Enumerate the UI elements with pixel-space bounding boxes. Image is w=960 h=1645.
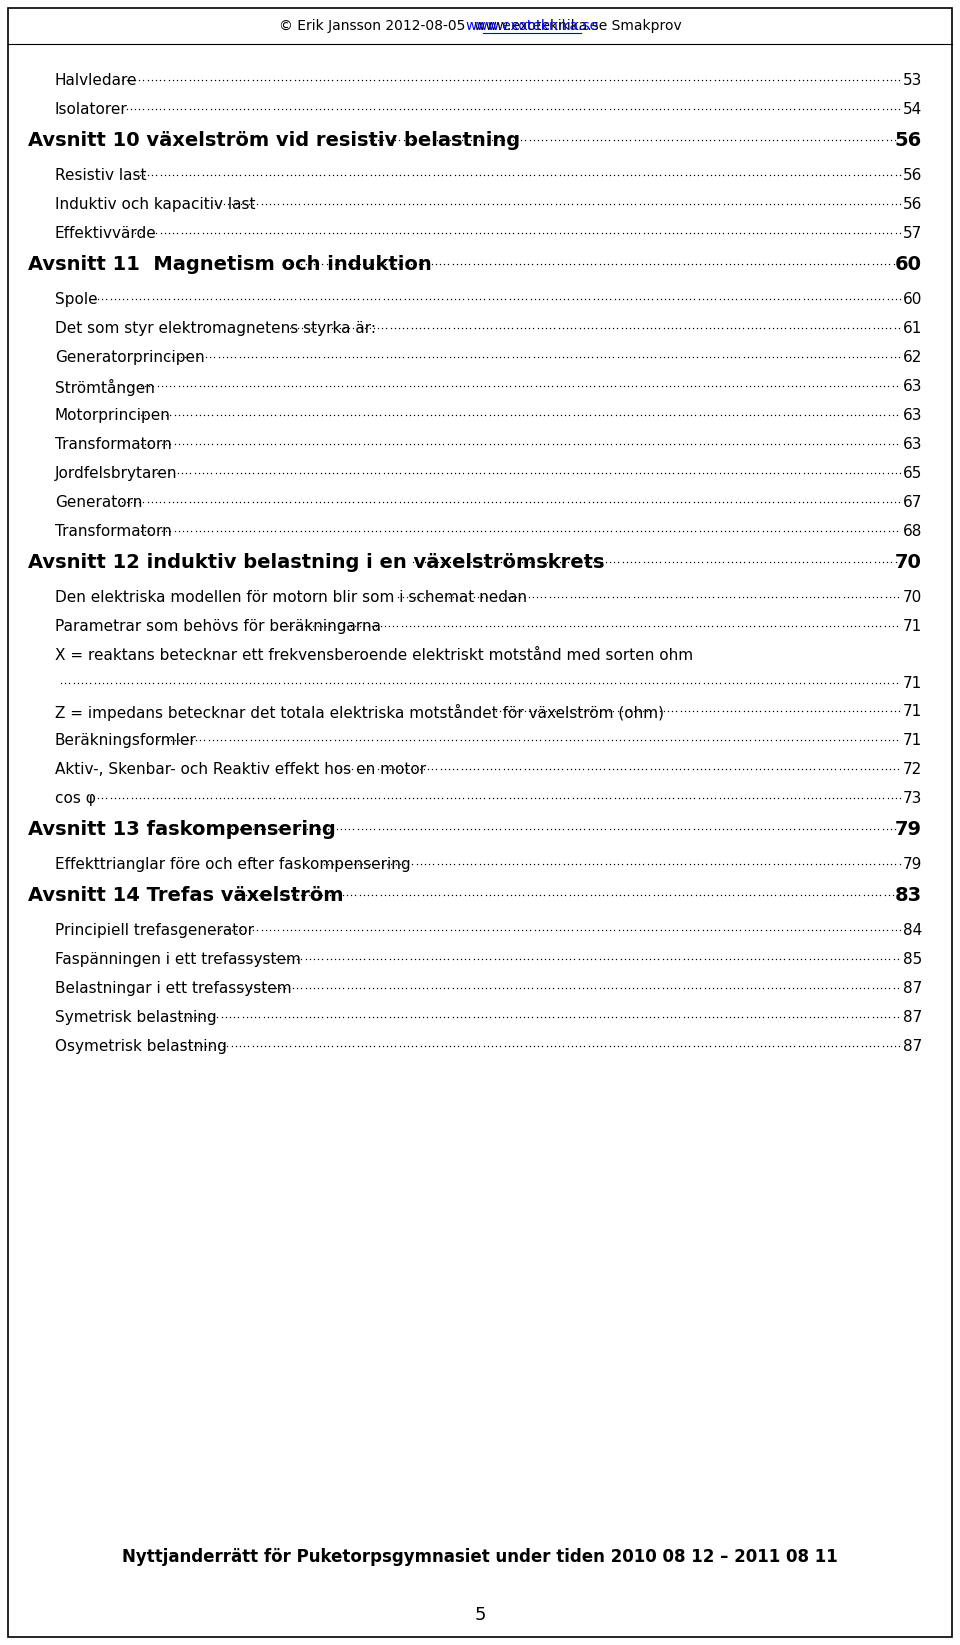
Text: Halvledare: Halvledare [55, 72, 137, 87]
Text: Aktiv-, Skenbar- och Reaktiv effekt hos en motor: Aktiv-, Skenbar- och Reaktiv effekt hos … [55, 762, 426, 776]
Text: 85: 85 [902, 952, 922, 967]
Text: 73: 73 [902, 791, 922, 806]
Text: 54: 54 [902, 102, 922, 117]
Text: 71: 71 [902, 704, 922, 719]
Text: Motorprincipen: Motorprincipen [55, 408, 171, 423]
Text: 57: 57 [902, 225, 922, 242]
Text: 87: 87 [902, 980, 922, 995]
Text: 83: 83 [895, 887, 922, 905]
Text: 60: 60 [902, 293, 922, 308]
Text: Spole: Spole [55, 293, 98, 308]
Text: Generatorn: Generatorn [55, 495, 142, 510]
Text: Avsnitt 10 växelström vid resistiv belastning: Avsnitt 10 växelström vid resistiv belas… [28, 132, 520, 150]
Text: Beräkningsformler: Beräkningsformler [55, 734, 197, 748]
Text: 65: 65 [902, 466, 922, 480]
Text: Jordfelsbrytaren: Jordfelsbrytaren [55, 466, 178, 480]
Text: Avsnitt 14 Trefas växelström: Avsnitt 14 Trefas växelström [28, 887, 344, 905]
Text: 67: 67 [902, 495, 922, 510]
Text: 87: 87 [902, 1010, 922, 1025]
Text: 71: 71 [902, 619, 922, 633]
Text: Den elektriska modellen för motorn blir som i schemat nedan: Den elektriska modellen för motorn blir … [55, 591, 527, 605]
Text: 70: 70 [895, 553, 922, 572]
Text: Parametrar som behövs för beräkningarna: Parametrar som behövs för beräkningarna [55, 619, 381, 633]
Text: Nyttjanderrätt för Puketorpsgymnasiet under tiden 2010 08 12 – 2011 08 11: Nyttjanderrätt för Puketorpsgymnasiet un… [122, 1548, 838, 1566]
Text: 53: 53 [902, 72, 922, 87]
Text: Effektivvärde: Effektivvärde [55, 225, 156, 242]
Text: Z = impedans betecknar det totala elektriska motståndet för växelström (ohm): Z = impedans betecknar det totala elektr… [55, 704, 664, 721]
Text: cos φ: cos φ [55, 791, 96, 806]
Text: 71: 71 [902, 676, 922, 691]
Text: 70: 70 [902, 591, 922, 605]
Text: Transformatorn: Transformatorn [55, 438, 172, 452]
Text: 71: 71 [902, 734, 922, 748]
Text: Transformatorn: Transformatorn [55, 525, 172, 540]
Text: Symetrisk belastning: Symetrisk belastning [55, 1010, 217, 1025]
Text: 63: 63 [902, 438, 922, 452]
Text: 60: 60 [895, 255, 922, 275]
Text: 56: 56 [895, 132, 922, 150]
Text: Principiell trefasgenerator: Principiell trefasgenerator [55, 923, 254, 938]
Text: 5: 5 [474, 1606, 486, 1624]
Text: 87: 87 [902, 1040, 922, 1054]
Text: Generatorprincipen: Generatorprincipen [55, 350, 204, 365]
Text: X = reaktans betecknar ett frekvensberoende elektriskt motstånd med sorten ohm: X = reaktans betecknar ett frekvensberoe… [55, 648, 693, 663]
Text: Resistiv last: Resistiv last [55, 168, 147, 183]
Text: Osymetrisk belastning: Osymetrisk belastning [55, 1040, 227, 1054]
Text: 63: 63 [902, 408, 922, 423]
Text: www.exoteknika.se: www.exoteknika.se [466, 20, 598, 33]
Text: Induktiv och kapacitiv last: Induktiv och kapacitiv last [55, 197, 255, 212]
Text: Effekttrianglar före och efter faskompensering: Effekttrianglar före och efter faskompen… [55, 857, 411, 872]
Text: 79: 79 [902, 857, 922, 872]
Text: 61: 61 [902, 321, 922, 336]
Text: © Erik Jansson 2012-08-05  www.exoteknika.se Smakprov: © Erik Jansson 2012-08-05 www.exoteknika… [278, 20, 682, 33]
Text: 84: 84 [902, 923, 922, 938]
Text: Isolatorer: Isolatorer [55, 102, 128, 117]
Text: 56: 56 [902, 197, 922, 212]
Text: Avsnitt 12 induktiv belastning i en växelströmskrets: Avsnitt 12 induktiv belastning i en växe… [28, 553, 605, 572]
Text: Avsnitt 11  Magnetism och induktion: Avsnitt 11 Magnetism och induktion [28, 255, 432, 275]
Text: 62: 62 [902, 350, 922, 365]
Text: 79: 79 [895, 819, 922, 839]
Text: 68: 68 [902, 525, 922, 540]
Text: Det som styr elektromagnetens styrka är:: Det som styr elektromagnetens styrka är: [55, 321, 376, 336]
Text: 72: 72 [902, 762, 922, 776]
Text: Avsnitt 13 faskompensering: Avsnitt 13 faskompensering [28, 819, 336, 839]
Text: Belastningar i ett trefassystem: Belastningar i ett trefassystem [55, 980, 292, 995]
Text: 63: 63 [902, 378, 922, 395]
Text: 56: 56 [902, 168, 922, 183]
Text: Strömtången: Strömtången [55, 378, 155, 396]
Text: Faspänningen i ett trefassystem: Faspänningen i ett trefassystem [55, 952, 300, 967]
